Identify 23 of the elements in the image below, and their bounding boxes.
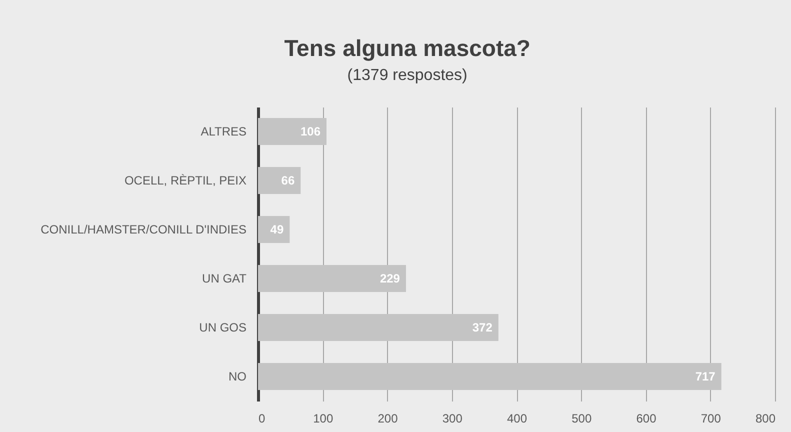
data-label: 717 — [695, 370, 716, 384]
data-label: 106 — [300, 124, 321, 138]
x-tick-label: 800 — [755, 412, 776, 426]
y-tick-label: ALTRES — [200, 124, 246, 138]
x-tick-label: 200 — [378, 412, 398, 426]
data-label: 66 — [281, 174, 295, 188]
x-tick-label: 700 — [700, 412, 722, 426]
chart-title: Tens alguna mascota? — [284, 35, 530, 61]
y-tick-label: NO — [228, 370, 246, 384]
data-label: 49 — [270, 222, 284, 236]
x-tick-label: 500 — [572, 412, 592, 426]
x-tick-label: 300 — [442, 412, 463, 426]
x-tick-label: 0 — [258, 412, 266, 426]
x-tick-label: 100 — [313, 412, 334, 426]
y-tick-label: UN GAT — [202, 272, 248, 286]
chart-subtitle: (1379 respostes) — [347, 67, 468, 84]
y-tick-label: CONILL/HAMSTER/CONILL D'INDIES — [40, 222, 246, 236]
data-label: 229 — [380, 272, 400, 286]
x-tick-label: 600 — [636, 412, 657, 426]
data-label: 372 — [472, 320, 493, 334]
x-tick-label: 400 — [506, 412, 528, 426]
y-tick-label: UN GOS — [199, 320, 246, 334]
y-tick-label: OCELL, RÈPTIL, PEIX — [124, 174, 246, 188]
